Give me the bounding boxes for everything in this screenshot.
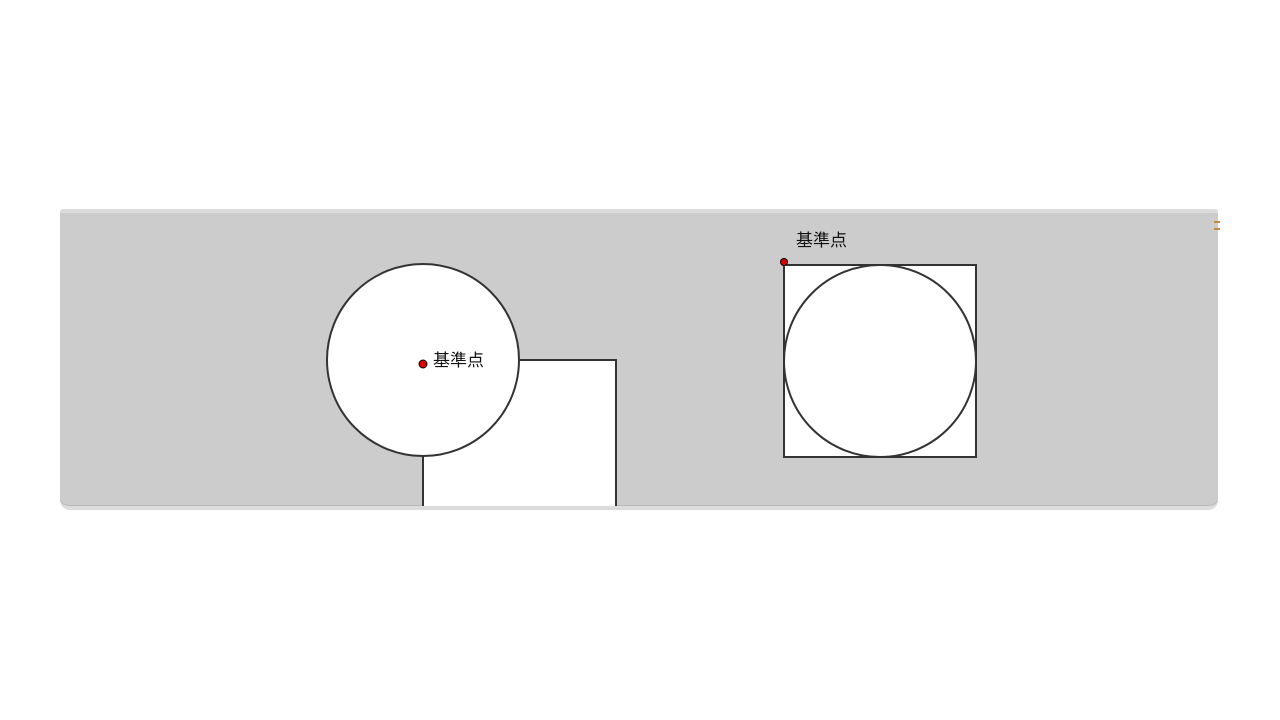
edge-decoration	[1214, 221, 1220, 261]
right-reference-label: 基準点	[796, 231, 847, 251]
left-reference-point	[418, 359, 428, 369]
diagram-canvas: 基準点 基準点	[326, 231, 977, 506]
right-reference-point	[780, 258, 788, 266]
left-reference-label: 基準点	[433, 351, 484, 371]
right-diagram: 基準点	[780, 231, 977, 458]
diagram-panel: 基準点 基準点	[60, 209, 1218, 510]
right-circle	[783, 264, 977, 458]
left-diagram: 基準点	[326, 263, 617, 506]
